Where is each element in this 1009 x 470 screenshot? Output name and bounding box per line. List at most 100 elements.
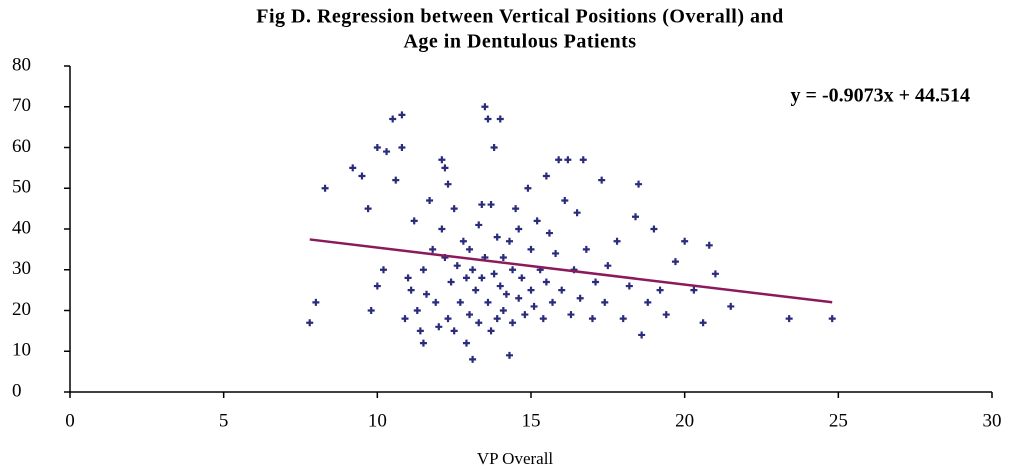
point (358, 172, 366, 180)
point (524, 184, 532, 192)
point (321, 184, 329, 192)
point (690, 286, 698, 294)
point (588, 315, 596, 323)
point (410, 217, 418, 225)
point (487, 327, 495, 335)
point (539, 315, 547, 323)
point (598, 176, 606, 184)
point (521, 311, 529, 319)
y-tick-label: 40 (12, 217, 31, 238)
point (487, 201, 495, 209)
point (699, 319, 707, 327)
point (493, 315, 501, 323)
point (481, 103, 489, 111)
point (367, 307, 375, 314)
point (555, 156, 563, 164)
point (413, 307, 421, 314)
point (462, 274, 470, 282)
point (373, 282, 381, 290)
point (438, 225, 446, 233)
point (444, 315, 452, 323)
point (432, 298, 440, 306)
point (478, 201, 486, 209)
point (496, 115, 504, 123)
point (389, 115, 397, 123)
point (484, 298, 492, 306)
point (349, 164, 357, 172)
point (502, 290, 510, 298)
point (383, 148, 391, 156)
point (462, 339, 470, 347)
point (512, 205, 520, 213)
point (527, 286, 535, 294)
point (644, 298, 652, 306)
point (619, 315, 627, 323)
y-tick-label: 0 (12, 380, 22, 401)
y-tick-label: 20 (12, 299, 31, 320)
point (509, 266, 517, 274)
chart-title: Fig D. Regression between Vertical Posit… (256, 6, 783, 28)
point (493, 233, 501, 241)
point (490, 144, 498, 151)
x-tick-label: 20 (675, 410, 694, 431)
point (662, 311, 670, 319)
point (527, 245, 535, 253)
point (429, 245, 437, 253)
point (456, 298, 464, 306)
point (631, 213, 639, 221)
point (582, 245, 590, 253)
point (407, 286, 415, 294)
point (592, 278, 600, 286)
point (490, 270, 498, 278)
point (373, 144, 381, 151)
point (549, 298, 557, 306)
y-tick-label: 30 (12, 258, 31, 279)
point (727, 302, 735, 310)
point (469, 355, 477, 363)
chart-title: Age in Dentulous Patients (403, 31, 636, 53)
point (601, 298, 609, 306)
point (419, 266, 427, 274)
point (466, 311, 474, 319)
point (564, 156, 572, 164)
point (499, 307, 507, 314)
point (515, 294, 523, 302)
point (505, 237, 513, 245)
x-tick-label: 5 (219, 410, 229, 431)
point (444, 180, 452, 188)
y-tick-label: 80 (12, 54, 31, 75)
x-tick-label: 10 (368, 410, 387, 431)
point (435, 323, 443, 331)
point (552, 249, 560, 257)
point (419, 339, 427, 347)
point (518, 274, 526, 282)
point (533, 217, 541, 225)
point (561, 196, 569, 204)
point (604, 262, 612, 270)
point (650, 225, 658, 233)
point (509, 319, 517, 327)
point (306, 319, 314, 327)
point (401, 315, 409, 323)
point (638, 331, 646, 339)
x-tick-label: 15 (522, 410, 541, 431)
point (459, 237, 467, 245)
point (579, 156, 587, 164)
y-tick-label: 50 (12, 177, 31, 198)
point (478, 274, 486, 282)
point (426, 196, 434, 204)
point (392, 176, 400, 184)
point (558, 286, 566, 294)
point (475, 319, 483, 327)
x-tick-label: 0 (65, 410, 75, 431)
point (530, 302, 538, 310)
point (625, 282, 633, 290)
point (499, 254, 507, 262)
point (447, 278, 455, 286)
point (472, 286, 480, 294)
point (576, 294, 584, 302)
point (484, 115, 492, 123)
point (711, 270, 719, 278)
equation: y = -0.9073x + 44.514 (791, 85, 970, 107)
